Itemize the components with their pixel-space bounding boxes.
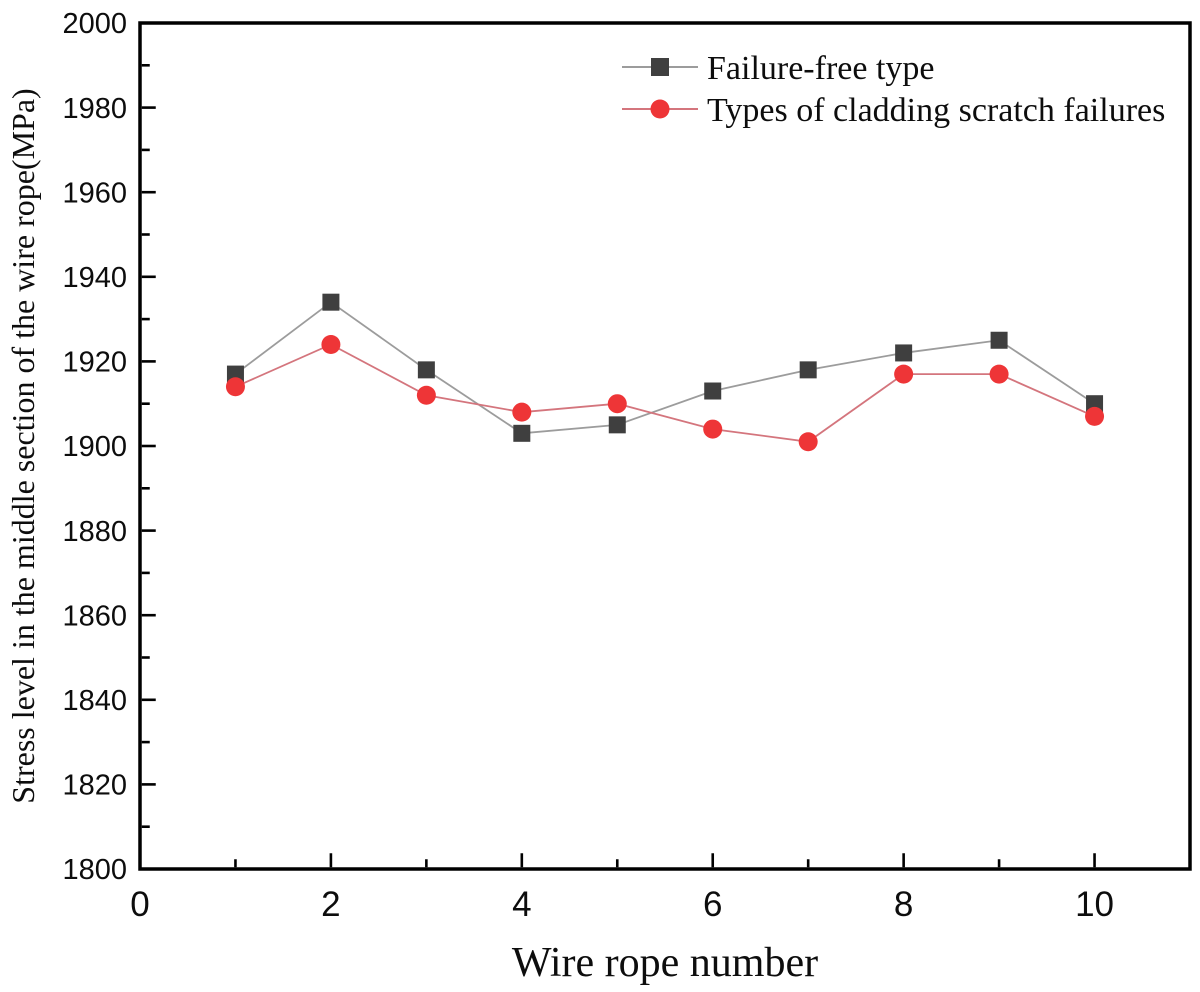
- y-tick-label: 1880: [62, 516, 127, 548]
- data-point-marker-circle: [416, 385, 436, 405]
- data-point-marker-circle: [607, 394, 627, 414]
- data-point-marker-circle: [1085, 406, 1105, 426]
- axis-ticks: [141, 64, 1096, 868]
- series-types-of-cladding-scratch-failures: [225, 334, 1105, 452]
- data-point-marker-circle: [321, 334, 341, 354]
- x-axis-title: Wire rope number: [512, 940, 818, 986]
- data-point-marker-square: [990, 331, 1008, 349]
- x-tick-label: 4: [512, 885, 531, 924]
- y-axis-title: Stress level in the middle section of th…: [5, 88, 41, 803]
- y-tick-label: 2000: [62, 8, 127, 40]
- y-tick-label: 1920: [62, 347, 127, 379]
- y-tick-label: 1820: [62, 770, 127, 802]
- legend-square-marker-icon: [651, 58, 669, 76]
- y-tick-label: 1960: [62, 177, 127, 209]
- data-point-marker-circle: [512, 402, 532, 422]
- legend-label-failure-free: Failure-free type: [707, 50, 935, 87]
- series-failure-free-type: [226, 293, 1104, 442]
- axis-tick-labels: 1800 1820 1840 1860 1880 1900 1920 1940 1960 1980…: [62, 8, 1114, 924]
- legend-entry-failure-free: Failure-free type: [622, 50, 935, 87]
- data-point-marker-circle: [703, 419, 723, 439]
- legend-label-cladding-scratch: Types of cladding scratch failures: [707, 92, 1165, 129]
- plot-area-border: [138, 21, 1192, 871]
- data-series: [225, 293, 1105, 452]
- data-point-marker-circle: [989, 364, 1009, 384]
- y-tick-label: 1840: [62, 685, 127, 717]
- data-point-marker-square: [513, 424, 531, 442]
- data-point-marker-circle: [798, 432, 818, 452]
- x-tick-label: 0: [130, 885, 149, 924]
- data-point-marker-square: [417, 361, 435, 379]
- x-tick-label: 8: [894, 885, 913, 924]
- data-point-marker-square: [322, 293, 340, 311]
- series-line: [234, 301, 1096, 435]
- x-tick-label: 6: [703, 885, 722, 924]
- data-point-marker-square: [895, 344, 913, 362]
- legend-entry-cladding-scratch: Types of cladding scratch failures: [622, 92, 1165, 129]
- y-tick-label: 1860: [62, 600, 127, 632]
- legend: Failure-free type Types of cladding scra…: [622, 50, 1165, 129]
- legend-circle-marker-icon: [650, 99, 670, 119]
- x-tick-label: 2: [321, 885, 340, 924]
- series-line: [235, 343, 1095, 443]
- y-tick-label: 1900: [62, 431, 127, 463]
- x-tick-label: 10: [1075, 885, 1114, 924]
- y-tick-label: 1800: [62, 854, 127, 886]
- y-tick-label: 1980: [62, 93, 127, 125]
- data-point-marker-square: [799, 361, 817, 379]
- data-point-marker-circle: [225, 377, 245, 397]
- data-point-marker-square: [704, 382, 722, 400]
- y-tick-label: 1940: [62, 262, 127, 294]
- data-point-marker-circle: [894, 364, 914, 384]
- data-point-marker-square: [608, 416, 626, 434]
